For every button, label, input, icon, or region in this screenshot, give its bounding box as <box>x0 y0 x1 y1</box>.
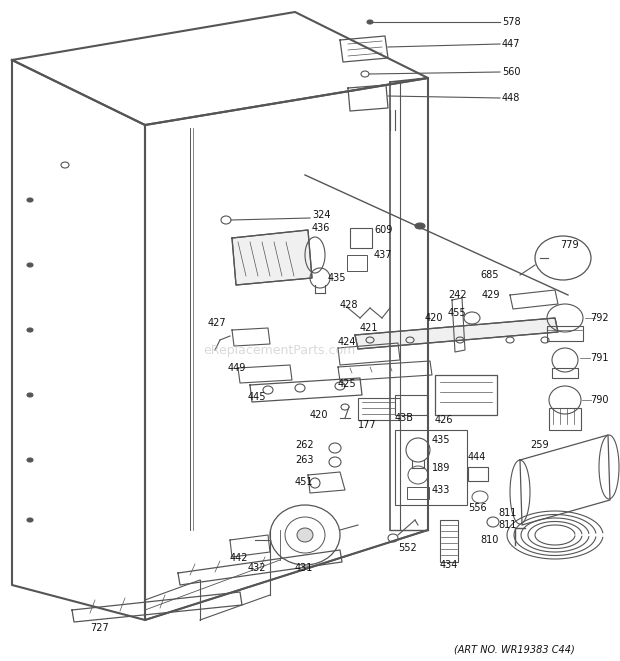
Text: 451: 451 <box>295 477 314 487</box>
Text: 790: 790 <box>590 395 608 405</box>
Text: 435: 435 <box>328 273 347 283</box>
Text: 437: 437 <box>374 250 392 260</box>
Text: 447: 447 <box>502 39 521 49</box>
Text: 424: 424 <box>338 337 356 347</box>
Text: 791: 791 <box>590 353 608 363</box>
Text: 792: 792 <box>590 313 609 323</box>
Bar <box>407 487 429 499</box>
Text: 727: 727 <box>90 623 108 633</box>
Text: 259: 259 <box>530 440 549 450</box>
Text: 431: 431 <box>295 563 313 573</box>
Bar <box>358 398 400 420</box>
Bar <box>435 375 497 415</box>
Bar <box>395 430 467 505</box>
Text: 444: 444 <box>468 452 486 462</box>
Text: 449: 449 <box>228 363 246 373</box>
Text: 609: 609 <box>374 225 392 235</box>
Text: 433: 433 <box>432 485 450 495</box>
Text: 427: 427 <box>208 318 227 328</box>
Ellipse shape <box>297 528 313 542</box>
Ellipse shape <box>27 263 33 267</box>
Polygon shape <box>355 318 558 349</box>
Bar <box>350 228 372 248</box>
Text: 552: 552 <box>398 543 417 553</box>
Text: 420: 420 <box>310 410 329 420</box>
Text: 242: 242 <box>448 290 467 300</box>
Bar <box>549 408 581 430</box>
Text: 811: 811 <box>498 520 516 530</box>
Text: 578: 578 <box>502 17 521 27</box>
Bar <box>440 520 458 562</box>
Text: eReplacementParts.com: eReplacementParts.com <box>203 344 355 357</box>
Text: 421: 421 <box>360 323 378 333</box>
Ellipse shape <box>367 20 373 24</box>
Text: 420: 420 <box>425 313 443 323</box>
Text: 685: 685 <box>480 270 498 280</box>
Text: 428: 428 <box>340 300 358 310</box>
Text: 189: 189 <box>432 463 450 473</box>
Ellipse shape <box>415 223 425 229</box>
Text: 177: 177 <box>358 420 376 430</box>
Text: (ART NO. WR19383 C44): (ART NO. WR19383 C44) <box>454 645 575 655</box>
Ellipse shape <box>27 393 33 397</box>
Text: 448: 448 <box>502 93 520 103</box>
Bar <box>395 395 427 415</box>
Bar <box>552 368 578 378</box>
Ellipse shape <box>27 518 33 522</box>
Text: 810: 810 <box>480 535 498 545</box>
Bar <box>347 255 367 271</box>
Text: 811: 811 <box>498 508 516 518</box>
Text: 436: 436 <box>312 223 330 233</box>
Text: 425: 425 <box>338 379 356 389</box>
Text: 324: 324 <box>312 210 330 220</box>
Text: 429: 429 <box>482 290 500 300</box>
Text: 556: 556 <box>468 503 487 513</box>
Text: 435: 435 <box>432 435 451 445</box>
Text: 432: 432 <box>248 563 267 573</box>
Ellipse shape <box>27 458 33 462</box>
Ellipse shape <box>27 328 33 332</box>
Text: 779: 779 <box>560 240 578 250</box>
Bar <box>468 467 488 481</box>
Bar <box>547 326 583 341</box>
Text: 455: 455 <box>448 308 467 318</box>
Text: 445: 445 <box>248 392 267 402</box>
Text: 426: 426 <box>435 415 453 425</box>
Text: 43B: 43B <box>395 413 414 423</box>
Text: 442: 442 <box>230 553 249 563</box>
Text: 560: 560 <box>502 67 521 77</box>
Text: 262: 262 <box>295 440 314 450</box>
Polygon shape <box>232 230 312 285</box>
Text: 434: 434 <box>440 560 458 570</box>
Ellipse shape <box>27 198 33 202</box>
Text: 263: 263 <box>295 455 314 465</box>
